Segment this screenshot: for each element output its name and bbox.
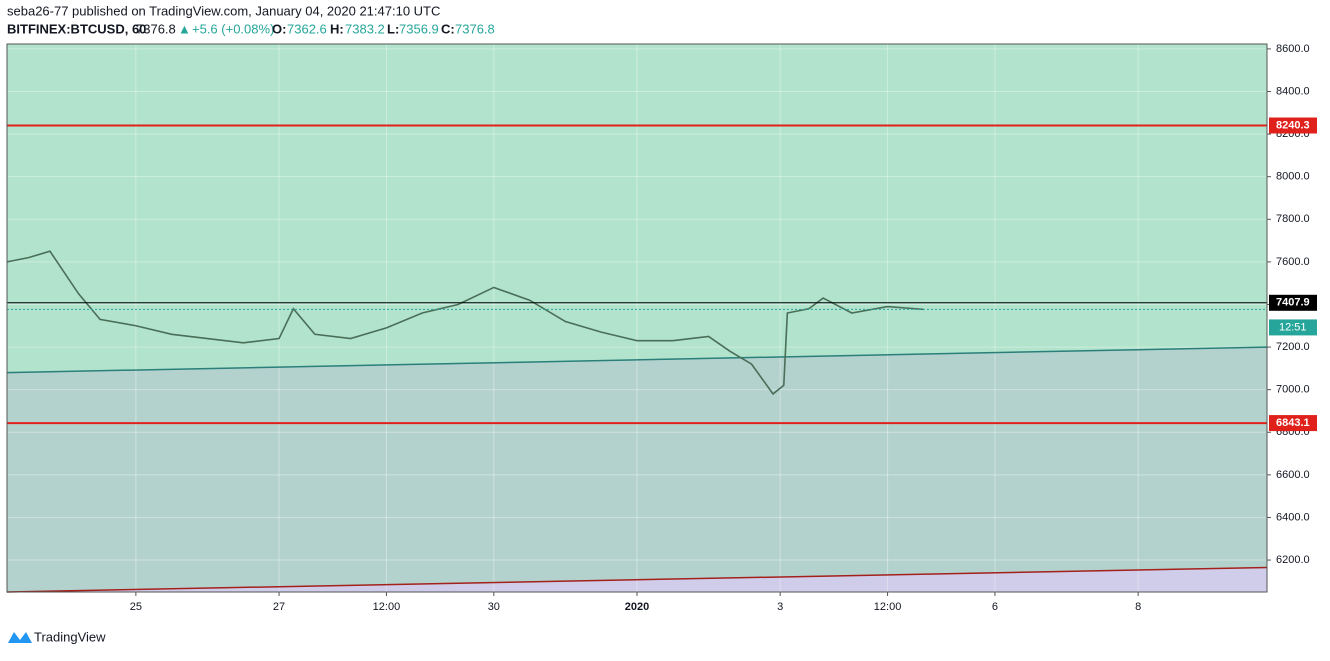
arrow: ▲ [178, 21, 191, 36]
x-tick-label: 2020 [625, 601, 649, 613]
y-tick-label: 8000.0 [1276, 171, 1310, 183]
x-tick-label: 27 [273, 601, 285, 613]
price-tag [1269, 117, 1317, 134]
x-tick-label: 3 [777, 601, 783, 613]
x-tick-label: 12:00 [874, 601, 902, 613]
change: +5.6 (+0.08%) [192, 21, 274, 36]
price-tag-label: 6843.1 [1276, 417, 1310, 429]
l-label: L: [387, 21, 399, 36]
y-tick-label: 7800.0 [1276, 213, 1310, 225]
x-tick-label: 30 [488, 601, 500, 613]
open: 7362.6 [287, 21, 327, 36]
y-tick-label: 6200.0 [1276, 554, 1310, 566]
price-tag-label: 7407.9 [1276, 297, 1310, 309]
price-tag [1269, 294, 1317, 311]
h-label: H: [330, 21, 344, 36]
y-tick-label: 7600.0 [1276, 256, 1310, 268]
symbol: BITFINEX:BTCUSD, 60 [7, 21, 146, 36]
close: 7376.8 [455, 21, 495, 36]
c-label: C: [441, 21, 455, 36]
trend-line [6, 566, 1268, 593]
y-tick-label: 6600.0 [1276, 469, 1310, 481]
countdown-tag [1269, 319, 1317, 336]
x-tick-label: 12:00 [373, 601, 401, 613]
x-tick-label: 6 [992, 601, 998, 613]
low: 7356.9 [399, 21, 439, 36]
y-tick-label: 7000.0 [1276, 384, 1310, 396]
zone [7, 347, 1267, 592]
logo [8, 632, 32, 643]
publisher: seba26-77 published on TradingView.com, … [7, 3, 440, 18]
x-tick-label: 25 [130, 601, 142, 613]
brand: TradingView [34, 629, 106, 644]
price-tag-label: 8240.3 [1276, 119, 1310, 131]
y-tick-label: 6400.0 [1276, 511, 1310, 523]
last: 7376.8 [136, 21, 176, 36]
plot: 6200.06400.06600.06800.07000.07200.07400… [6, 43, 1317, 613]
countdown: 12:51 [1279, 321, 1307, 333]
o-label: O: [272, 21, 286, 36]
plot-frame [6, 43, 1268, 593]
price-line [6, 250, 924, 396]
y-tick-label: 7200.0 [1276, 341, 1310, 353]
trend-line [6, 346, 1268, 374]
price-tag [1269, 415, 1317, 432]
y-tick-label: 8400.0 [1276, 85, 1310, 97]
y-tick-label: 8600.0 [1276, 43, 1310, 55]
x-tick-label: 8 [1135, 601, 1141, 613]
high: 7383.2 [345, 21, 385, 36]
